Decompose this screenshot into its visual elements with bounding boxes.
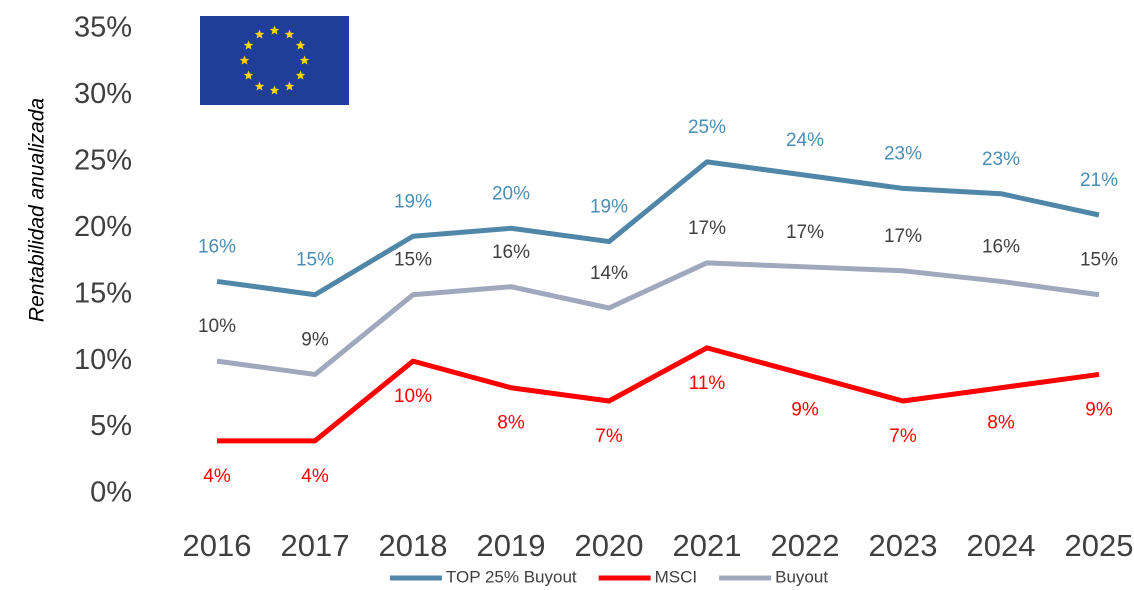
x-tick-label: 2017 [281,528,350,563]
flag-star [284,81,295,91]
y-tick-label: 20% [74,211,132,243]
series-line [216,260,1100,377]
data-label: 4% [203,466,231,487]
data-label: 16% [198,236,236,257]
x-tick-label: 2020 [575,528,644,563]
data-label: 7% [889,426,917,447]
flag-star [295,40,306,50]
flag-star [254,81,265,91]
y-tick-label: 10% [74,344,132,376]
data-label: 10% [198,316,236,337]
data-label: 17% [786,222,824,243]
y-tick-label: 15% [74,277,132,309]
flag-star [269,85,280,95]
legend-label: MSCI [655,567,698,586]
data-label: 21% [1080,170,1118,191]
data-label: 19% [590,197,628,218]
y-tick-label: 30% [74,78,132,110]
data-label: 8% [987,413,1015,434]
data-label: 24% [786,130,824,151]
data-label: 15% [296,250,334,271]
y-tick-label: 5% [90,410,132,442]
data-label: 8% [497,413,525,434]
flag-star [254,29,265,39]
data-label: 16% [982,236,1020,257]
flag-star [239,55,250,65]
x-tick-label: 2019 [477,528,546,563]
data-label: 23% [982,149,1020,170]
x-tick-label: 2021 [673,528,742,563]
data-label: 23% [884,143,922,164]
y-tick-label: 25% [74,145,132,177]
flag-star [269,25,280,35]
flag-star [243,70,254,80]
data-label: 10% [394,386,432,407]
y-axis-label: Rentabilidad anualizada [26,98,49,322]
x-tick-label: 2016 [183,528,252,563]
flag-star [295,70,306,80]
series-line [216,159,1100,298]
legend-label: Buyout [775,567,828,586]
x-tick-label: 2022 [771,528,840,563]
data-label: 9% [301,329,329,350]
x-tick-label: 2024 [967,528,1036,563]
data-label: 4% [301,466,329,487]
flag-star [299,55,310,65]
data-label: 25% [688,117,726,138]
flag-star [284,29,295,39]
series-line [217,345,1100,444]
data-label: 7% [595,426,623,447]
data-label: 16% [492,242,530,263]
data-label: 20% [492,183,530,204]
data-label: 17% [884,226,922,247]
data-label: 17% [688,218,726,239]
data-label: 9% [1085,399,1113,420]
x-tick-label: 2025 [1065,528,1134,563]
data-label: 19% [394,191,432,212]
legend-label: TOP 25% Buyout [446,567,577,586]
data-label: 9% [791,399,819,420]
data-label: 15% [1080,250,1118,271]
x-tick-label: 2023 [869,528,938,563]
y-tick-label: 0% [90,477,132,509]
y-tick-label: 35% [74,12,132,44]
data-label: 14% [590,263,628,284]
eu-flag [200,16,349,105]
data-label: 11% [689,373,726,394]
x-tick-label: 2018 [379,528,448,563]
data-label: 15% [394,250,432,271]
flag-star [243,40,254,50]
